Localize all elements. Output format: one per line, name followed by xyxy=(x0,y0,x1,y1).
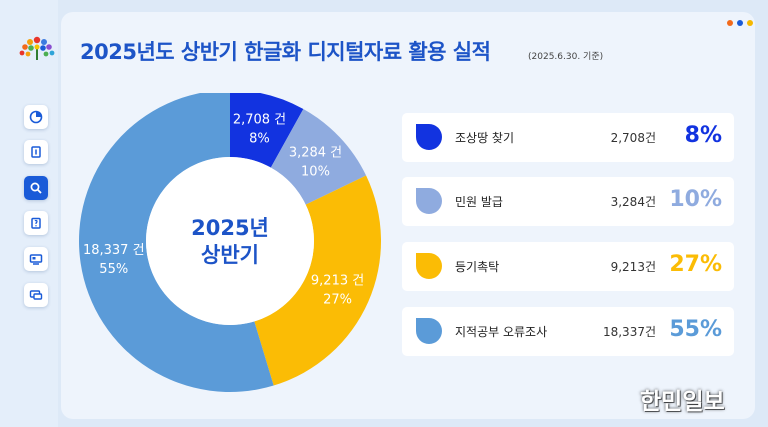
slice-value-label: 2,708 건 xyxy=(233,112,286,127)
legend-label: 지적공부 오류조사 xyxy=(455,325,548,339)
sidebar-chat-button[interactable] xyxy=(24,283,48,307)
sidebar-monitor-button[interactable] xyxy=(24,247,48,271)
donut-center-label: 상반기 xyxy=(201,243,259,267)
legend-marker-icon xyxy=(416,253,442,279)
legend-card-cadastral-error: 지적공부 오류조사 18,337건 55% xyxy=(402,307,734,356)
dot-orange xyxy=(727,20,733,26)
page-title: 2025년도 상반기 한글화 디지털자료 활용 실적 xyxy=(80,40,491,64)
legend-marker-icon xyxy=(416,124,442,150)
sidebar-document-button[interactable] xyxy=(24,140,48,164)
donut-slice xyxy=(230,93,304,168)
legend-count: 18,337건 xyxy=(602,325,656,339)
dot-yellow xyxy=(747,20,753,26)
slice-percent-label: 27% xyxy=(323,292,352,307)
window-dots xyxy=(727,20,753,26)
donut-slice xyxy=(270,109,367,205)
sidebar-pie-chart-button[interactable] xyxy=(24,105,48,129)
donut-center-label: 2025년 xyxy=(191,216,269,240)
legend-percent: 27% xyxy=(669,252,722,277)
legend-card-civil-issuance: 민원 발급 3,284건 10% xyxy=(402,177,734,226)
legend-label: 조상땅 찾기 xyxy=(455,131,515,145)
donut-slice xyxy=(79,93,274,392)
slice-percent-label: 8% xyxy=(249,131,270,146)
legend-count: 3,284건 xyxy=(610,195,656,209)
legend-count: 9,213건 xyxy=(610,260,656,274)
legend-percent: 10% xyxy=(669,187,722,212)
clipboard-icon xyxy=(31,217,41,229)
donut-hole xyxy=(146,157,314,325)
slice-value-label: 18,337 건 xyxy=(83,243,145,258)
sidebar-search-button[interactable] xyxy=(24,176,48,200)
slice-percent-label: 10% xyxy=(301,164,330,179)
slice-value-label: 3,284 건 xyxy=(289,145,342,160)
dot-blue xyxy=(737,20,743,26)
legend-card-ancestor-land: 조상땅 찾기 2,708건 8% xyxy=(402,113,734,162)
date-note: (2025.6.30. 기준) xyxy=(528,52,604,62)
legend-card-registry-request: 등기촉탁 9,213건 27% xyxy=(402,242,734,291)
legend-label: 등기촉탁 xyxy=(455,260,500,274)
slice-percent-label: 55% xyxy=(99,262,128,277)
document-icon xyxy=(31,146,41,158)
legend-marker-icon xyxy=(416,318,442,344)
legend-percent: 55% xyxy=(669,317,722,342)
logo-icon xyxy=(19,36,55,60)
donut-slice xyxy=(254,175,382,386)
slice-value-label: 9,213 건 xyxy=(311,273,364,288)
donut-chart: 2,708 건 8% 3,284 건 10% 9,213 건 27% 18,337 건 55%… xyxy=(79,93,382,392)
watermark: 한민일보 xyxy=(640,389,725,415)
legend-percent: 8% xyxy=(684,123,722,148)
chat-icon xyxy=(29,290,43,300)
sidebar xyxy=(0,0,58,427)
legend-label: 민원 발급 xyxy=(455,195,503,209)
pie-chart-icon xyxy=(29,110,43,124)
search-icon xyxy=(30,182,42,194)
monitor-icon xyxy=(29,254,43,265)
legend-count: 2,708건 xyxy=(610,131,656,145)
sidebar-clipboard-button[interactable] xyxy=(24,211,48,235)
legend-marker-icon xyxy=(416,188,442,214)
